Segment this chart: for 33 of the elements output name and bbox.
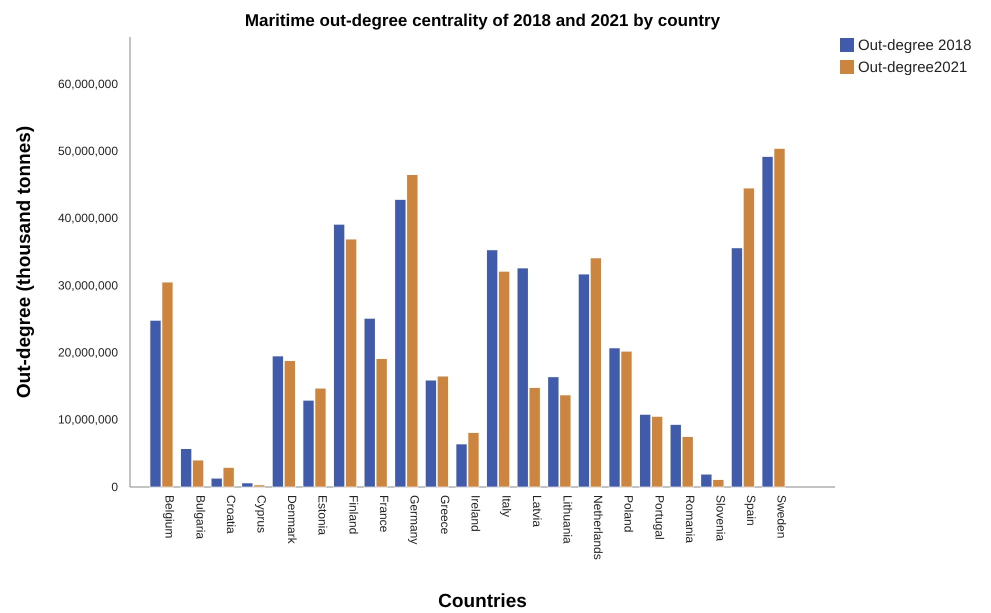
x-tick-label: Slovenia <box>714 495 728 542</box>
x-tick-label: Sweden <box>774 495 789 538</box>
y-tick-label: 40,000,000 <box>58 211 118 226</box>
x-tick-label: Croatia <box>224 495 238 534</box>
x-tick-label: Latvia <box>530 495 544 528</box>
y-tick-label: 0 <box>111 480 118 494</box>
y-tick-label: 20,000,000 <box>58 346 118 360</box>
x-axis-title: Countries <box>438 591 527 612</box>
x-tick-label: Denmark <box>285 495 300 545</box>
x-tick-label: Ireland <box>468 495 483 532</box>
x-tick-label: Belgium <box>162 495 177 538</box>
y-tick-label: 30,000,000 <box>58 278 118 292</box>
x-tick-label: Estonia <box>316 495 330 536</box>
x-tick-label: Romania <box>682 495 697 544</box>
y-tick-label: 60,000,000 <box>58 76 118 91</box>
x-tick-label: Greece <box>438 495 452 535</box>
x-tick-label: Portugal <box>652 495 666 540</box>
x-tick-label: Netherlands <box>591 495 606 560</box>
x-tick-label: Poland <box>622 495 636 532</box>
x-tick-label: Lithuania <box>560 495 575 544</box>
x-tick-label: Spain <box>744 495 758 526</box>
y-axis-title: Out-degree (thousand tonnes) <box>14 126 35 398</box>
x-tick-label: Cyprus <box>254 495 268 534</box>
x-tick-label: Bulgaria <box>193 495 208 540</box>
chart-title: Maritime out-degree centrality of 2018 and 2021 by country <box>244 11 721 30</box>
x-tick-label: France <box>376 495 391 533</box>
y-tick-label: 10,000,000 <box>58 412 118 427</box>
legend-label: Out-degree2021 <box>858 59 968 76</box>
legend-label: Out-degree 2018 <box>858 37 972 54</box>
x-tick-label: Italy <box>499 495 514 518</box>
x-tick-label: Germany <box>407 495 422 544</box>
y-tick-label: 50,000,000 <box>58 144 118 158</box>
x-tick-label: Finland <box>346 495 360 534</box>
